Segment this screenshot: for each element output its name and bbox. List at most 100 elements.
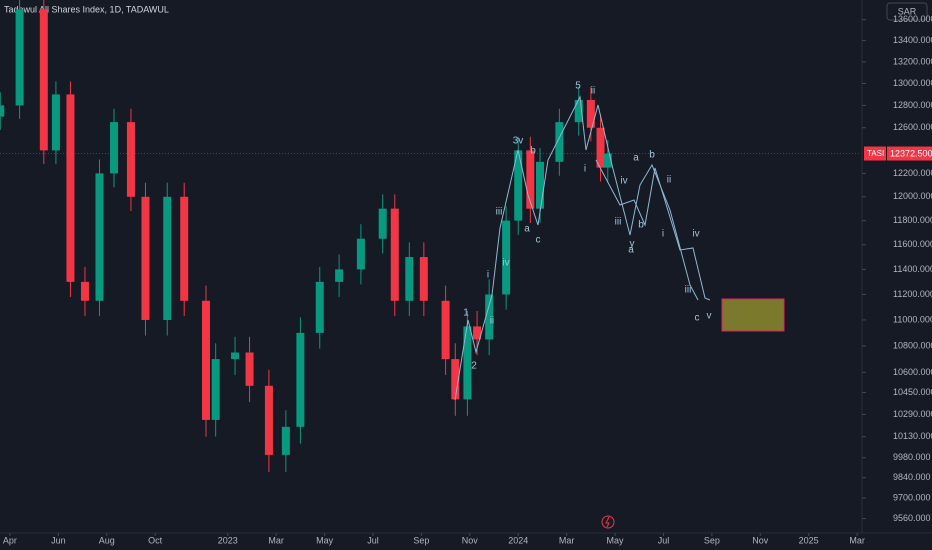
x-tick-label: 2023 (218, 535, 238, 545)
wave-label: y (630, 239, 635, 250)
y-tick-label: 10800.000 (893, 340, 932, 350)
wave-label: v (707, 311, 712, 322)
candle-body (405, 257, 414, 301)
y-tick-label: 11800.000 (893, 215, 932, 225)
candle-body (596, 127, 605, 168)
y-tick-label: 12600.000 (893, 122, 932, 132)
wave-label: c (536, 235, 541, 246)
candle-body (378, 208, 387, 239)
x-tick-label: Apr (3, 535, 17, 545)
y-tick-label: 10600.000 (893, 367, 932, 377)
x-tick-label: Nov (752, 535, 769, 545)
x-tick-label: May (607, 535, 625, 545)
candle-body (296, 332, 305, 427)
wave-label: b (530, 146, 536, 157)
wave-projection (454, 95, 699, 401)
wave-label: a (633, 153, 639, 164)
candle-body (110, 122, 119, 174)
wave-label: 1 (463, 308, 469, 319)
y-tick-label: 13600.000 (893, 14, 932, 24)
wave-label: iii (615, 217, 622, 228)
price-label: 12372.500 (890, 148, 932, 158)
x-tick-label: Jul (367, 535, 379, 545)
wave-label: ii (667, 175, 671, 186)
wave-label: iii (496, 207, 503, 218)
candle-body (356, 238, 365, 270)
candle-body (245, 352, 254, 386)
x-tick-label: Mar (268, 535, 284, 545)
candle-body (66, 94, 75, 282)
candle-body (95, 173, 104, 301)
y-tick-label: 9700.000 (893, 492, 931, 502)
candle-body (126, 122, 135, 197)
currency-button[interactable] (886, 2, 928, 21)
currency-label: SAR (898, 6, 917, 16)
candle-body (555, 122, 564, 162)
candle-body (463, 326, 472, 400)
candle-body (441, 300, 450, 360)
wave-label: i (584, 164, 586, 175)
lightning-icon (601, 515, 615, 529)
candle-body (15, 9, 24, 106)
y-tick-label: 11200.000 (893, 289, 932, 299)
candle-body (51, 94, 60, 151)
x-tick-label: Mar (849, 535, 865, 545)
candle-body (264, 385, 273, 455)
wave-label: iv (692, 229, 699, 240)
wave-label: iv (620, 176, 627, 187)
x-tick-label: May (316, 535, 334, 545)
x-tick-label: Jul (658, 535, 670, 545)
y-tick-label: 11600.000 (893, 239, 932, 249)
wave-label: 5 (575, 81, 581, 92)
y-tick-label: 13200.000 (893, 56, 932, 66)
wave-label: 2 (471, 361, 477, 372)
wave-label: a (524, 224, 530, 235)
symbol-label: TASI (867, 149, 884, 158)
price-badge (887, 146, 932, 161)
wave-label: iv (502, 258, 509, 269)
y-tick-label: 12800.000 (893, 100, 932, 110)
candle-body (211, 359, 220, 420)
y-tick-label: 11000.000 (893, 314, 932, 324)
y-tick-label: 12000.000 (893, 191, 932, 201)
y-tick-label: 9980.000 (893, 452, 931, 462)
y-tick-label: 13400.000 (893, 35, 932, 45)
y-tick-label: 13000.000 (893, 78, 932, 88)
x-tick-label: Jun (51, 535, 66, 545)
wave-label: ii (591, 86, 595, 97)
candle-body (0, 105, 5, 117)
chart-title: Tadawul All Shares Index, 1D, TADAWUL (4, 4, 169, 14)
candle-body (514, 150, 523, 221)
candle-body (335, 269, 344, 282)
wave-label: 3v (513, 136, 524, 147)
candle-body (536, 161, 545, 209)
candle-body (390, 208, 399, 301)
wave-projection-alt (595, 159, 711, 301)
candle-body (39, 9, 48, 151)
x-tick-label: Nov (462, 535, 479, 545)
candle-body (574, 99, 583, 123)
y-tick-label: 9560.000 (893, 513, 931, 523)
y-tick-label: 10130.000 (893, 431, 932, 441)
candle-body (419, 257, 428, 301)
candle-body (586, 99, 595, 128)
candle-body (315, 281, 324, 333)
candle-body (526, 150, 535, 209)
target-zone (721, 298, 785, 332)
wave-label: iii (685, 285, 692, 296)
y-tick-label: 10290.000 (893, 409, 932, 419)
y-tick-label: 12200.000 (893, 168, 932, 178)
y-tick-label: 9840.000 (893, 472, 931, 482)
x-tick-label: Sep (413, 535, 429, 545)
candle-body (80, 281, 89, 301)
wave-label: b (649, 150, 655, 161)
candle-body (231, 352, 240, 360)
wave-label: b (638, 220, 644, 231)
x-tick-label: Mar (559, 535, 575, 545)
candle-body (180, 196, 189, 301)
x-tick-label: 2025 (799, 535, 819, 545)
candle-body (141, 196, 150, 320)
candle-body (485, 294, 494, 340)
